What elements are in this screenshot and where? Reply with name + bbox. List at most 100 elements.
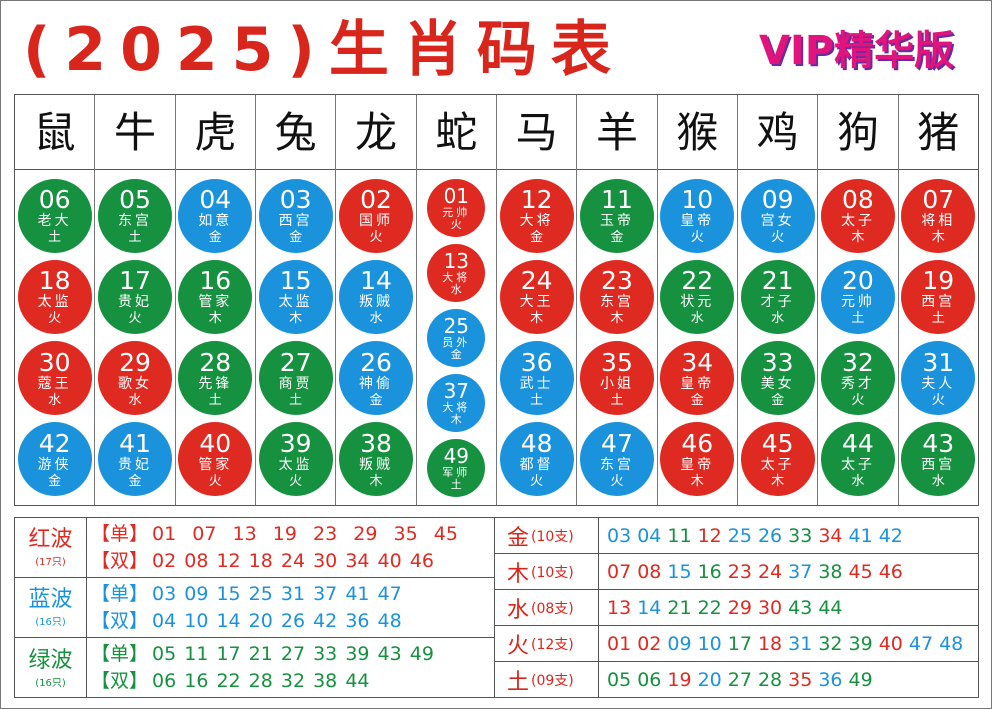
ball-list: 01 元帅火 13 大将水 25 员外金 37 大将木 49 军师土 bbox=[417, 170, 496, 505]
element-number: 19 bbox=[667, 669, 692, 691]
element-name: 土 bbox=[507, 670, 530, 695]
element-count: (10支) bbox=[531, 564, 574, 581]
ball-title: 神偷 bbox=[358, 375, 393, 392]
ball-number: 38 bbox=[360, 428, 392, 458]
ball-title: 大王 bbox=[519, 294, 554, 311]
ball-title: 太子 bbox=[840, 456, 875, 473]
ball-title: 武士 bbox=[519, 375, 554, 392]
element-number: 07 bbox=[607, 560, 632, 583]
ball-title: 状元 bbox=[680, 294, 715, 311]
ball-element: 木 bbox=[771, 473, 785, 489]
element-number: 21 bbox=[667, 596, 692, 619]
number-ball: 49 军师土 bbox=[427, 438, 486, 497]
ball-title: 如意 bbox=[198, 213, 233, 230]
wave-odd-numbers: 03 09 15 25 31 37 41 47 bbox=[152, 582, 402, 605]
ball-number: 22 bbox=[681, 266, 714, 296]
ball-number: 14 bbox=[360, 266, 392, 296]
element-count: (09支) bbox=[531, 673, 574, 689]
element-number: 29 bbox=[727, 596, 752, 619]
element-number: 09 bbox=[667, 632, 692, 655]
ball-title: 皇帝 bbox=[680, 375, 715, 392]
wave-odd-line: 【单】 05 11 17 21 27 33 39 43 49 bbox=[91, 641, 434, 668]
ball-title: 国师 bbox=[358, 213, 393, 230]
ball-element: 木 bbox=[931, 230, 945, 246]
ball-title: 大将 bbox=[519, 213, 554, 230]
ball-title: 太子 bbox=[760, 456, 795, 473]
number-ball: 32 秀才火 bbox=[820, 341, 895, 416]
ball-number: 32 bbox=[842, 347, 874, 377]
ball-element: 金 bbox=[369, 392, 383, 408]
ball-element: 火 bbox=[690, 230, 704, 246]
ball-number: 45 bbox=[761, 428, 794, 458]
number-ball: 24 大王木 bbox=[499, 259, 574, 334]
page-title: (2025)生肖码表 bbox=[23, 15, 625, 85]
ball-element: 金 bbox=[610, 230, 624, 246]
ball-element: 土 bbox=[931, 311, 945, 327]
wave-even-numbers: 06 16 22 28 32 38 44 bbox=[152, 670, 370, 692]
number-ball: 33 美女金 bbox=[740, 341, 815, 416]
zodiac-column: 兔 03 西宫金 15 太监木 27 商贾土 39 太监火 bbox=[255, 95, 337, 505]
ball-element: 水 bbox=[450, 282, 462, 296]
ball-title: 东宫 bbox=[599, 294, 634, 311]
ball-title: 东宫 bbox=[599, 456, 634, 473]
element-number: 27 bbox=[727, 669, 752, 691]
ball-title: 西宫 bbox=[921, 294, 956, 311]
element-label: 火 (12支) bbox=[495, 626, 599, 661]
wave-count: (16只) bbox=[35, 617, 66, 628]
wave-odd-label: 【单】 bbox=[91, 643, 149, 665]
ball-number: 13 bbox=[443, 248, 470, 273]
element-number: 14 bbox=[637, 596, 662, 619]
element-table: 金 (10支) 03 04 11 12 25 26 33 34 41 42 木 (10支) 07 08 15 16… bbox=[494, 517, 979, 698]
zodiac-column: 虎 04 如意金 16 管家木 28 先锋土 40 管家火 bbox=[175, 95, 256, 505]
wave-even-label: 【双】 bbox=[91, 549, 149, 572]
zodiac-name: 羊 bbox=[577, 95, 657, 170]
ball-element: 火 bbox=[128, 311, 142, 327]
number-ball: 02 国师火 bbox=[338, 178, 413, 253]
ball-number: 27 bbox=[279, 347, 312, 377]
ball-element: 水 bbox=[931, 473, 945, 489]
zodiac-column: 鸡 09 宫女火 21 才子水 33 美女金 45 太子木 bbox=[737, 95, 819, 505]
number-ball: 41 贵妃金 bbox=[97, 422, 172, 497]
element-label: 水 (08支) bbox=[495, 590, 599, 625]
ball-number: 08 bbox=[842, 185, 874, 215]
ball-number: 18 bbox=[38, 266, 71, 296]
ball-element: 水 bbox=[690, 311, 704, 327]
ball-number: 40 bbox=[199, 428, 232, 458]
ball-element: 水 bbox=[48, 392, 62, 408]
element-name: 金 bbox=[507, 525, 530, 551]
ball-title: 叛贼 bbox=[358, 294, 393, 311]
ball-element: 金 bbox=[208, 230, 222, 246]
element-count: (08支) bbox=[531, 600, 574, 617]
number-ball: 25 员外金 bbox=[427, 308, 486, 367]
ball-element: 水 bbox=[851, 473, 865, 489]
number-ball: 27 商贾土 bbox=[258, 341, 333, 416]
wave-odd-line: 【单】 03 09 15 25 31 37 41 47 bbox=[91, 581, 402, 608]
element-number: 38 bbox=[818, 560, 843, 583]
zodiac-column: 猴 10 皇帝火 22 状元水 34 皇帝金 46 皇帝木 bbox=[657, 95, 738, 505]
element-number: 08 bbox=[637, 560, 662, 583]
element-number: 17 bbox=[727, 632, 752, 655]
ball-number: 29 bbox=[119, 347, 151, 377]
zodiac-column: 龙 02 国师火 14 叛贼水 26 神偷金 38 叛贼木 bbox=[336, 95, 417, 505]
ball-number: 09 bbox=[761, 185, 794, 215]
wave-even-label: 【双】 bbox=[91, 609, 149, 632]
element-number: 42 bbox=[878, 524, 903, 547]
ball-title: 先锋 bbox=[198, 375, 233, 392]
zodiac-grid: 鼠 06 老大土 18 太监火 30 蔻王水 42 游侠金牛 05 东宫土 17 贵妃火 29 歌女水 41 贵… bbox=[14, 94, 979, 506]
number-ball: 19 西宫土 bbox=[901, 259, 976, 334]
ball-number: 02 bbox=[360, 185, 392, 215]
number-ball: 38 叛贼木 bbox=[338, 422, 413, 497]
ball-number: 25 bbox=[443, 313, 470, 338]
vip-badge: VIP精华版 bbox=[759, 28, 955, 74]
number-ball: 34 皇帝金 bbox=[660, 341, 735, 416]
ball-list: 06 老大土 18 太监火 30 蔻王水 42 游侠金 bbox=[15, 170, 94, 505]
number-ball: 09 宫女火 bbox=[740, 178, 815, 253]
ball-number: 07 bbox=[922, 185, 955, 215]
element-label: 金 (10支) bbox=[495, 518, 599, 553]
element-numbers: 01 02 09 10 17 18 31 32 39 40 47 48 bbox=[599, 626, 969, 661]
ball-element: 木 bbox=[289, 311, 303, 327]
wave-even-numbers: 04 10 14 20 26 42 36 48 bbox=[152, 609, 402, 632]
element-number: 44 bbox=[818, 596, 843, 619]
number-ball: 18 太监火 bbox=[17, 259, 92, 334]
ball-title: 大将 bbox=[442, 400, 471, 414]
